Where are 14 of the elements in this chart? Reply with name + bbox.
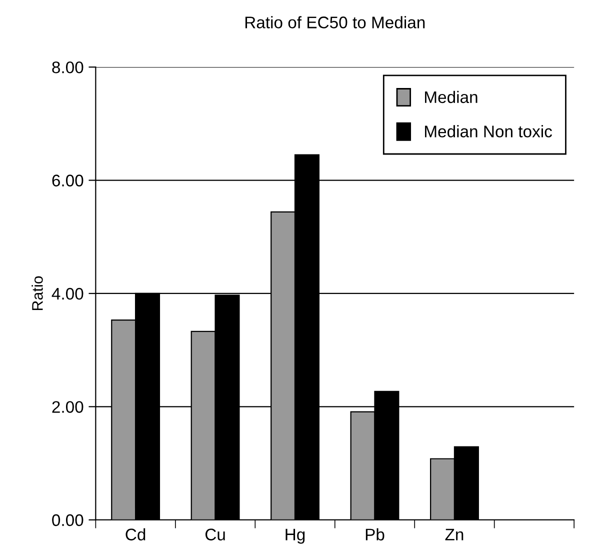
y-tick-label: 6.00 xyxy=(52,174,84,186)
legend-label: Median xyxy=(425,90,478,104)
x-tick-label: Hg xyxy=(286,528,305,544)
y-tick-label: 8.00 xyxy=(52,61,84,74)
y-tick-label: 2.00 xyxy=(52,401,84,413)
x-tick-label: Pb xyxy=(366,528,384,540)
x-tick-label: Cu xyxy=(205,528,225,540)
chart-title: Ratio of EC50 to Median xyxy=(245,16,425,28)
x-tick-label: Cd xyxy=(126,528,146,540)
y-tick-label: 0.00 xyxy=(52,514,84,526)
legend-label: Median Non toxic xyxy=(425,125,552,138)
y-axis-title: Ratio xyxy=(32,276,43,310)
x-tick-label: Zn xyxy=(445,528,464,540)
y-tick-label: 4.00 xyxy=(52,288,84,300)
